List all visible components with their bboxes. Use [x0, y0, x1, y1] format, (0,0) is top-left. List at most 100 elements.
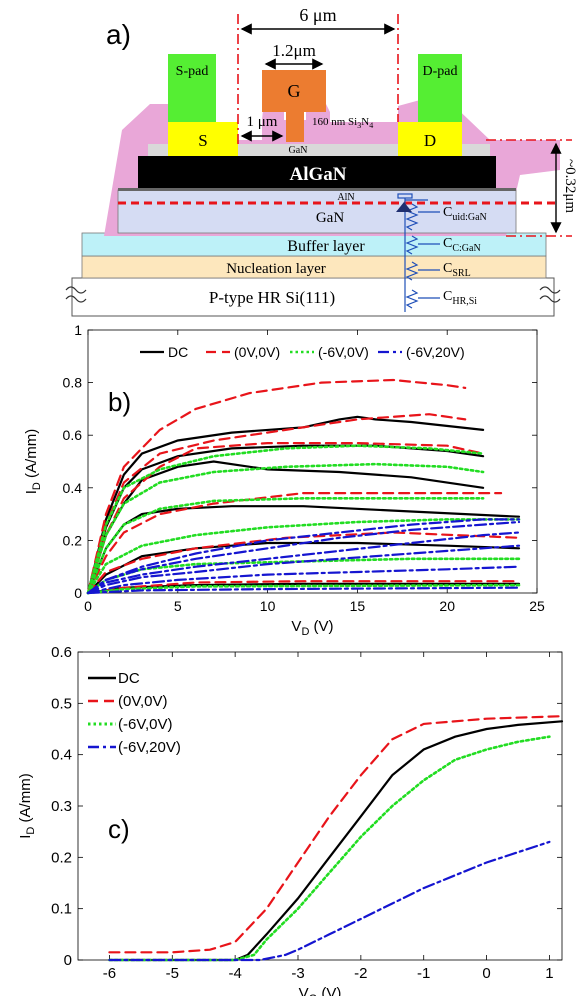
series-line-6v-20v-1: [86, 520, 521, 595]
aln-layer: [118, 188, 516, 191]
chart-b-legend: DC (0V,0V) (-6V,0V) (-6V,20V): [140, 344, 465, 360]
gate-electrode: [262, 70, 326, 142]
x-tick-label: -6: [103, 965, 116, 982]
y-tick-label: 0.5: [51, 695, 72, 712]
y-tick-label: 0.6: [63, 427, 83, 443]
y-tick-label: 0.3: [51, 798, 72, 815]
series-line-6v-20v-0: [108, 840, 551, 962]
y-tick-label: 0: [64, 952, 72, 969]
y-tick-label: 0.4: [51, 747, 72, 764]
source-label: S: [198, 131, 207, 150]
chart-b-series-lines: [86, 378, 521, 595]
x-tick-label: 5: [174, 598, 182, 614]
nucleation-label: Nucleation layer: [226, 261, 326, 277]
series-line-6v-20v-0: [86, 518, 521, 595]
drain-label: D: [424, 131, 436, 150]
passivation-label: 160 nm Si3N4: [312, 116, 373, 130]
series-line-6v-20v-3: [86, 544, 521, 595]
y-tick-label: 0: [74, 585, 82, 601]
source-contact: [168, 122, 238, 156]
y-tick-label: 0.1: [51, 901, 72, 918]
series-line-6v-0v-3: [86, 518, 521, 595]
chart-b-frame: [87, 329, 538, 594]
gan-channel-label: GaN: [316, 210, 344, 226]
cap-label-srl: CSRL: [443, 261, 471, 279]
x-tick-label: 0: [482, 965, 490, 982]
cap-label-hrsi: CHR,Si: [443, 289, 477, 307]
gs-dimension-label: 1 μm: [247, 114, 278, 130]
series-line-0v-0v-3: [86, 492, 503, 595]
break-mark-left: [65, 286, 87, 303]
legend-label-6v-0v: (-6V,0V): [118, 716, 172, 733]
x-tick-label: 20: [439, 598, 455, 614]
series-line-0v-0v-0: [108, 715, 564, 954]
series-line-6v-20v-2: [86, 531, 521, 595]
algan-label: AlGaN: [290, 164, 347, 185]
substrate-layer: [71, 277, 555, 317]
y-tick-label: 1: [74, 322, 82, 338]
series-line-6v-20v-5: [86, 586, 521, 595]
series-line-dc-0: [86, 415, 485, 595]
series-line-6v-0v-0: [108, 735, 551, 962]
chart-c-legend: DC (0V,0V) (-6V,0V) (-6V,20V): [88, 670, 181, 756]
x-tick-label: 0: [84, 598, 92, 614]
y-tick-label: 0.8: [63, 375, 83, 391]
cap-label-cgan: CC:GaN: [443, 236, 481, 254]
sd-dimension-label: 6 μm: [299, 5, 336, 25]
x-tick-label: 10: [260, 598, 276, 614]
chart-b-x-axis-label: VD (V): [291, 618, 333, 638]
series-line-6v-0v-1: [86, 462, 485, 595]
output-characteristics-chart: 0 5 10 15 20 25 0 0.2 0.4 0.6 0.8 1 b) DC (0V,0V) (-6…: [23, 322, 545, 638]
drain-pad: [418, 54, 462, 122]
source-pad: [168, 54, 216, 122]
chart-c-series-lines: [108, 715, 564, 962]
y-tick-label: 0.4: [63, 480, 83, 496]
thickness-label: ~0.32μm: [562, 159, 578, 213]
series-line-0v-0v-0: [86, 378, 467, 595]
gan-cap-label: GaN: [289, 145, 308, 156]
gan-channel-layer: [117, 189, 517, 234]
diode-symbol-icon: [396, 202, 412, 212]
panel-c-label: c): [108, 814, 130, 844]
drain-pad-label: D-pad: [423, 64, 458, 79]
legend-label-dc: DC: [118, 670, 140, 687]
x-tick-label: -3: [291, 965, 304, 982]
cap-label-uid: Cuid:GaN: [443, 205, 487, 223]
legend-label-6v-20v: (-6V,20V): [406, 344, 465, 360]
transfer-characteristics-chart: -6 -5 -4 -3 -2 -1 0 1 0 0.1 0.2 0.3 0.4 0.5 0.6 c) DC (…: [17, 644, 564, 996]
series-line-dc-4: [86, 541, 521, 595]
panel-b-label: b): [108, 387, 131, 417]
x-tick-label: -2: [354, 965, 367, 982]
x-tick-label: -5: [166, 965, 179, 982]
chart-c-axis-ticks: -6 -5 -4 -3 -2 -1 0 1 0 0.1 0.2 0.3 0.4 0.5 0.6: [51, 644, 562, 982]
legend-label-0v-0v: (0V,0V): [234, 344, 280, 360]
y-tick-label: 0.6: [51, 644, 72, 661]
x-tick-label: 25: [529, 598, 545, 614]
y-tick-label: 0.2: [51, 849, 72, 866]
legend-label-dc: DC: [168, 344, 188, 360]
x-tick-label: 1: [545, 965, 553, 982]
source-pad-label: S-pad: [176, 64, 209, 79]
series-line-0v-0v-1: [86, 413, 467, 595]
substrate-label: P-type HR Si(111): [209, 288, 335, 307]
legend-label-6v-20v: (-6V,20V): [118, 739, 181, 756]
x-tick-label: 15: [350, 598, 366, 614]
panel-a-device-cross-section: a) P-type HR Si(111) Nucleation layer Bu…: [65, 5, 578, 317]
algan-layer: [138, 156, 496, 188]
x-tick-label: -1: [417, 965, 430, 982]
x-tick-label: -4: [228, 965, 241, 982]
capacitor-network: [397, 193, 440, 312]
series-line-6v-0v-2: [86, 497, 485, 595]
chart-c-x-axis-label: VG (V): [299, 985, 342, 996]
legend-label-0v-0v: (0V,0V): [118, 693, 167, 710]
series-line-6v-20v-4: [86, 565, 521, 595]
chart-b-axis-ticks: 0 5 10 15 20 25 0 0.2 0.4 0.6 0.8 1: [63, 322, 545, 614]
buffer-label: Buffer layer: [287, 238, 365, 255]
chart-b-y-axis-label: ID (A/mm): [23, 429, 43, 494]
break-mark-right: [539, 286, 561, 303]
gate-label: G: [288, 81, 301, 101]
drain-contact: [398, 122, 462, 156]
series-line-dc-0: [108, 720, 564, 962]
panel-a-label: a): [106, 19, 131, 50]
